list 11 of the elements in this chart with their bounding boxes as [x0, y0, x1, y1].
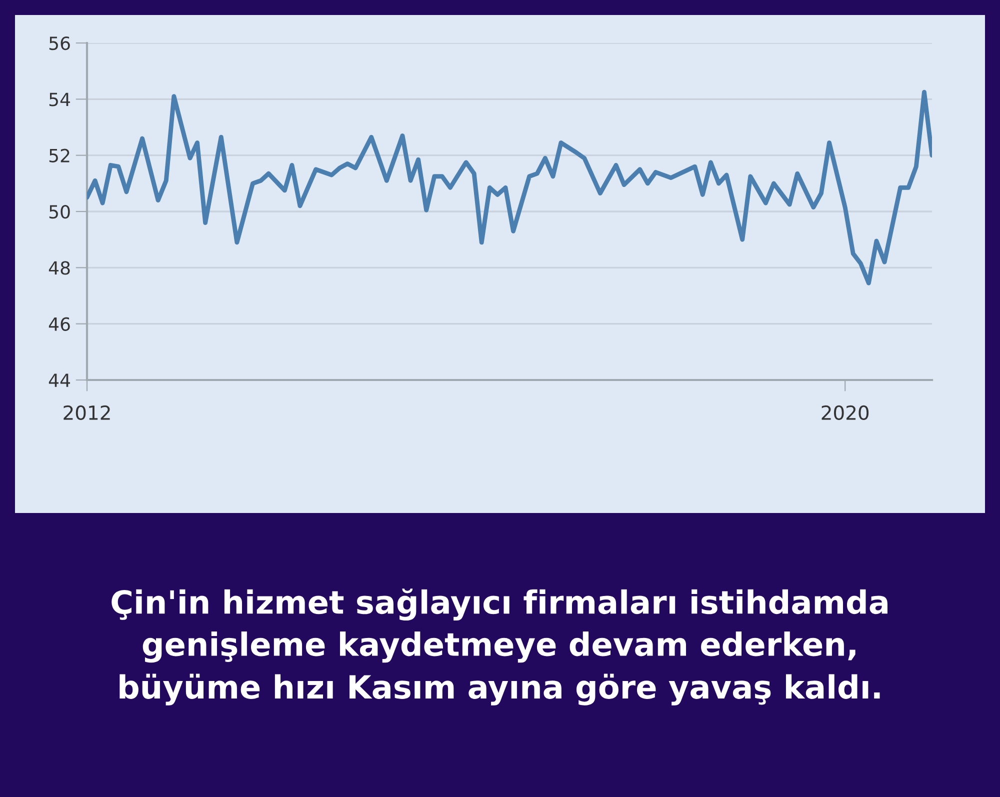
y-tick-label: 52	[49, 148, 70, 162]
text: Çin'in hizmet sağlayıcı firmaları istihdamda genişleme kaydetmeye devam ederken, büyüme hızı Kasım ayına göre yavaş kaldı.	[112, 588, 888, 706]
x-tick-label: 2020	[822, 405, 869, 420]
line-series	[87, 90, 932, 286]
y-tick-label: 56	[49, 36, 70, 50]
y-tick-label: 50	[49, 204, 70, 219]
y-tick-label: 54	[49, 92, 70, 106]
x-tick-label: 2012	[64, 405, 110, 420]
y-tick-label: 46	[48, 317, 70, 331]
y-tick-label: 48	[48, 261, 70, 275]
y-tick-label: 44	[48, 374, 70, 387]
